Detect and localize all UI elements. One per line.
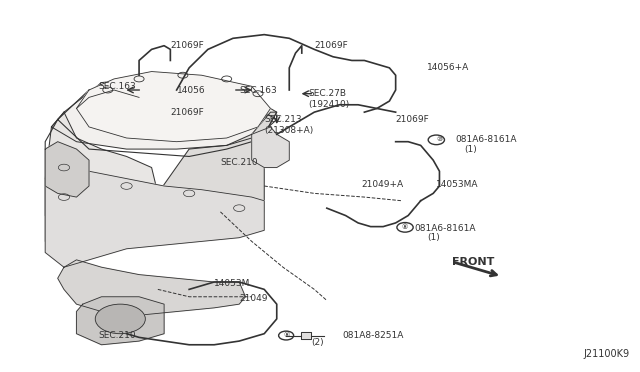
Text: 14053M: 14053M <box>214 279 250 288</box>
Polygon shape <box>301 332 311 339</box>
Polygon shape <box>58 260 246 315</box>
Text: SEC.213: SEC.213 <box>264 115 302 124</box>
Text: FRONT: FRONT <box>452 257 494 267</box>
Text: J21100K9: J21100K9 <box>584 349 630 359</box>
Text: ⑩: ⑩ <box>436 137 443 142</box>
Text: 081A6-8161A: 081A6-8161A <box>455 135 516 144</box>
Polygon shape <box>77 297 164 345</box>
Polygon shape <box>45 164 264 267</box>
Text: 21049: 21049 <box>239 294 268 303</box>
Text: (192410): (192410) <box>308 100 349 109</box>
Text: (1): (1) <box>427 233 440 242</box>
Text: SEC.27B: SEC.27B <box>308 89 346 98</box>
Text: 21069F: 21069F <box>170 108 204 117</box>
Circle shape <box>95 304 145 334</box>
Text: ⑧: ⑧ <box>402 224 408 230</box>
Text: 21069F: 21069F <box>170 41 204 50</box>
Polygon shape <box>77 71 271 142</box>
Text: SEC.163: SEC.163 <box>239 86 277 94</box>
Polygon shape <box>45 142 89 197</box>
Text: SEC.163: SEC.163 <box>99 82 136 91</box>
Text: SEC.210: SEC.210 <box>220 157 258 167</box>
Text: 21049+A: 21049+A <box>361 180 403 189</box>
Text: 14056: 14056 <box>177 86 205 94</box>
Polygon shape <box>51 75 276 149</box>
Polygon shape <box>252 127 289 167</box>
Text: 081A8-8251A: 081A8-8251A <box>342 331 404 340</box>
Text: (1): (1) <box>465 145 477 154</box>
Text: 14056+A: 14056+A <box>427 63 469 72</box>
Polygon shape <box>45 112 158 253</box>
Text: (21308+A): (21308+A) <box>264 126 314 135</box>
Text: 081A6-8161A: 081A6-8161A <box>415 224 476 233</box>
Text: 14053MA: 14053MA <box>436 180 479 189</box>
Text: 21069F: 21069F <box>396 115 429 124</box>
Text: 21069F: 21069F <box>314 41 348 50</box>
Text: SEC.210: SEC.210 <box>99 331 136 340</box>
Text: ⑧: ⑧ <box>283 332 289 338</box>
Text: (2): (2) <box>311 339 324 347</box>
Polygon shape <box>139 112 276 230</box>
